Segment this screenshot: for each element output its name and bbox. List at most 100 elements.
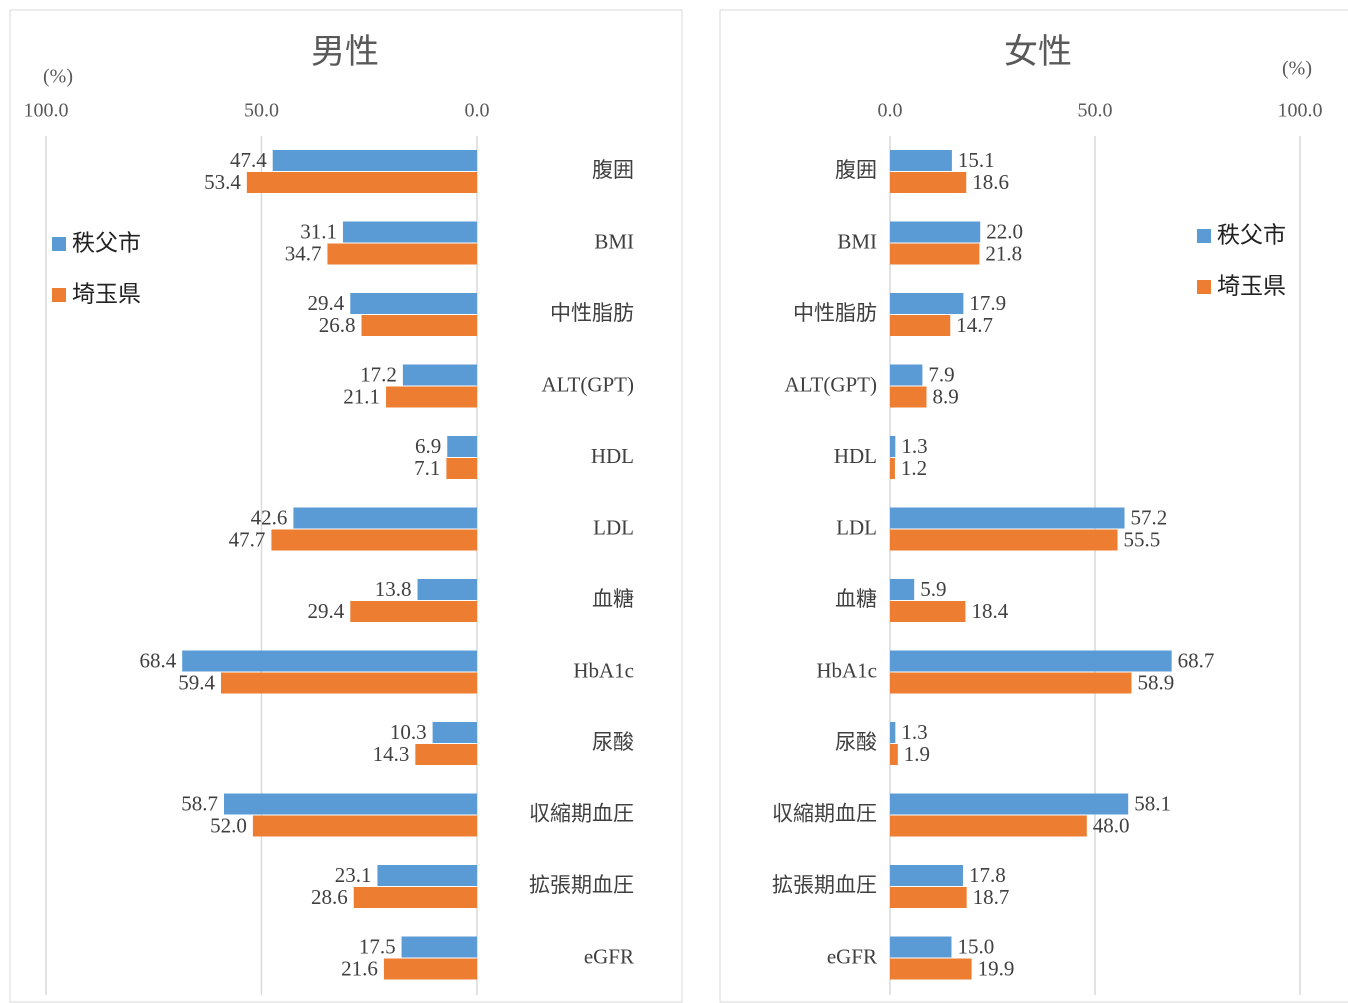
value-label: 18.7 bbox=[973, 885, 1010, 909]
category-label: eGFR bbox=[584, 944, 634, 968]
value-label: 42.6 bbox=[251, 505, 288, 529]
value-label: 28.6 bbox=[311, 885, 348, 909]
value-label: 59.4 bbox=[178, 670, 215, 694]
value-label: 31.1 bbox=[300, 219, 337, 243]
value-label: 68.7 bbox=[1178, 648, 1215, 672]
category-label: 収縮期血圧 bbox=[529, 801, 634, 825]
category-label: eGFR bbox=[827, 944, 877, 968]
value-label: 58.9 bbox=[1137, 670, 1174, 694]
value-label: 29.4 bbox=[308, 599, 345, 623]
category-label: 中性脂肪 bbox=[793, 301, 877, 325]
value-label: 21.6 bbox=[341, 956, 378, 980]
bar bbox=[350, 601, 477, 622]
x-tick-label: 100.0 bbox=[24, 100, 69, 122]
bar bbox=[890, 579, 915, 600]
category-label: 収縮期血圧 bbox=[772, 801, 877, 825]
bar bbox=[401, 936, 477, 958]
value-label: 57.2 bbox=[1131, 505, 1168, 529]
legend-swatch bbox=[1197, 229, 1211, 243]
bar bbox=[377, 865, 477, 886]
value-label: 26.8 bbox=[319, 313, 356, 337]
value-label: 58.1 bbox=[1134, 791, 1171, 815]
unit-label: (%) bbox=[43, 66, 73, 88]
value-label: 21.8 bbox=[985, 241, 1022, 265]
bar bbox=[890, 458, 895, 479]
panel bbox=[719, 9, 1348, 1003]
bar bbox=[327, 243, 477, 265]
bar bbox=[890, 958, 972, 980]
bar bbox=[890, 364, 923, 386]
value-label: 58.7 bbox=[181, 791, 218, 815]
value-label: 1.9 bbox=[904, 742, 930, 766]
category-label: 血糖 bbox=[592, 587, 634, 611]
bar bbox=[342, 221, 477, 243]
value-label: 14.3 bbox=[373, 742, 410, 766]
bar bbox=[890, 601, 966, 622]
category-label: BMI bbox=[594, 229, 634, 253]
bar bbox=[446, 458, 477, 479]
value-label: 5.9 bbox=[920, 577, 946, 601]
bar bbox=[890, 436, 896, 457]
value-label: 17.9 bbox=[969, 291, 1006, 315]
bar bbox=[220, 672, 477, 694]
value-label: 21.1 bbox=[343, 384, 380, 408]
value-label: 6.9 bbox=[415, 434, 441, 458]
value-label: 17.2 bbox=[360, 362, 397, 386]
value-label: 53.4 bbox=[204, 170, 241, 194]
bar bbox=[252, 815, 477, 837]
category-label: LDL bbox=[593, 515, 634, 539]
x-tick-label: 0.0 bbox=[465, 100, 490, 122]
bar bbox=[417, 579, 477, 600]
legend-swatch bbox=[1197, 280, 1211, 294]
value-label: 52.0 bbox=[210, 813, 247, 837]
legend-swatch bbox=[52, 237, 66, 251]
category-label: 尿酸 bbox=[835, 730, 877, 754]
category-label: BMI bbox=[837, 229, 877, 253]
category-label: 拡張期血圧 bbox=[772, 873, 877, 897]
value-label: 13.8 bbox=[375, 577, 412, 601]
value-label: 22.0 bbox=[986, 219, 1023, 243]
bar bbox=[353, 887, 477, 908]
category-label: LDL bbox=[836, 515, 877, 539]
value-label: 1.3 bbox=[901, 720, 927, 744]
category-label: HDL bbox=[591, 444, 634, 468]
legend-label: 秩父市 bbox=[72, 231, 141, 257]
value-label: 10.3 bbox=[390, 720, 427, 744]
value-label: 1.2 bbox=[901, 456, 927, 480]
value-label: 34.7 bbox=[285, 241, 322, 265]
x-tick-label: 50.0 bbox=[244, 100, 279, 122]
bar bbox=[890, 243, 980, 265]
bar bbox=[350, 293, 477, 314]
bar bbox=[890, 172, 967, 193]
bar bbox=[890, 887, 967, 908]
value-label: 48.0 bbox=[1093, 813, 1130, 837]
chart-title: 男性 bbox=[311, 33, 379, 71]
bar bbox=[272, 150, 477, 171]
bar bbox=[890, 293, 964, 314]
value-label: 18.4 bbox=[971, 599, 1008, 623]
category-label: 腹囲 bbox=[835, 158, 877, 182]
category-label: ALT(GPT) bbox=[541, 372, 634, 396]
category-label: HbA1c bbox=[816, 658, 877, 682]
category-label: HDL bbox=[834, 444, 877, 468]
bar bbox=[890, 650, 1172, 672]
legend-swatch bbox=[52, 288, 66, 302]
bar bbox=[432, 722, 477, 743]
category-label: HbA1c bbox=[573, 658, 634, 682]
value-label: 68.4 bbox=[139, 648, 176, 672]
value-label: 15.0 bbox=[958, 934, 995, 958]
bar bbox=[386, 386, 477, 408]
value-label: 17.8 bbox=[969, 863, 1006, 887]
panel bbox=[9, 9, 683, 1003]
category-label: 血糖 bbox=[835, 587, 877, 611]
value-label: 15.1 bbox=[958, 148, 995, 172]
value-label: 55.5 bbox=[1124, 527, 1161, 551]
bar bbox=[890, 672, 1132, 694]
category-label: ALT(GPT) bbox=[784, 372, 877, 396]
chart-title: 女性 bbox=[1004, 33, 1072, 71]
unit-label: (%) bbox=[1282, 58, 1312, 80]
bar bbox=[890, 936, 952, 958]
legend-label: 秩父市 bbox=[1217, 223, 1286, 249]
bar bbox=[293, 507, 477, 529]
